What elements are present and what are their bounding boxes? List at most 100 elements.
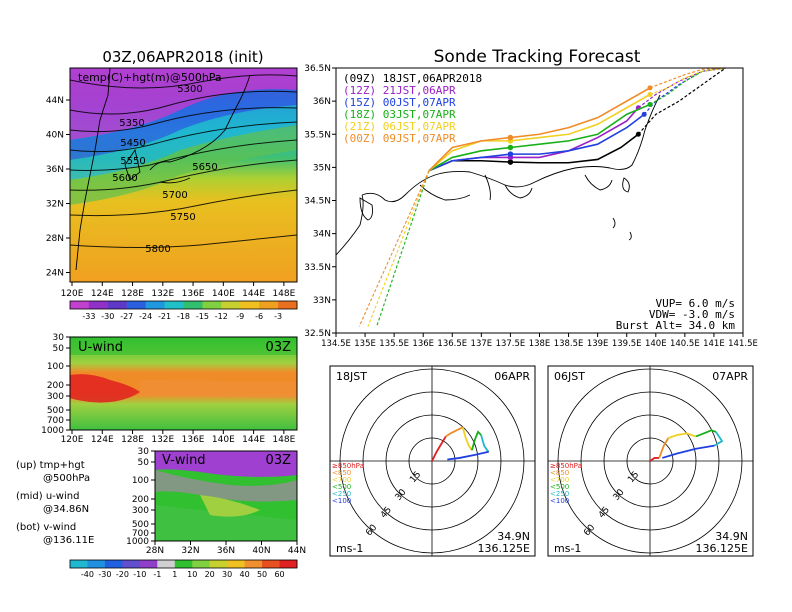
map-lon-tick-label: 148E <box>272 289 295 299</box>
tracking-lat-tick-label: 34N <box>313 230 331 240</box>
tracking-lon-tick-label: 140E <box>645 339 667 349</box>
vwind-x-tick-label: 44N <box>288 546 306 556</box>
track-descent-line <box>649 68 726 96</box>
map-lon-tick-label: 144E <box>242 289 265 299</box>
vwind-label: V-wind <box>162 453 206 468</box>
uwind-x-ticks: 120E 124E 128E 132E 136E 140E 144E 148E <box>61 430 296 445</box>
track-descent-line <box>649 68 726 105</box>
wind-colorbar-swatch <box>157 560 176 568</box>
track-burst-point <box>507 134 514 141</box>
contour-label: 5800 <box>145 244 170 255</box>
uwind-x-tick-label: 148E <box>272 435 295 445</box>
vwind-y-tick-label: 500 <box>132 520 149 530</box>
tracking-lon-tick-label: 140.5E <box>670 339 700 349</box>
wind-colorbar-swatch <box>279 560 298 568</box>
track-ascent-line <box>428 93 651 172</box>
hodograph-right-lon: 136.125E <box>696 542 748 555</box>
hodograph-legend-entry: <850 <box>550 469 569 477</box>
hodograph-segment <box>431 436 447 462</box>
hodograph-segment <box>713 431 724 447</box>
vwind-x-ticks: 28N 32N 36N 40N 44N <box>146 541 306 556</box>
track-ascent-line <box>428 113 645 172</box>
temp-colorbar-swatch <box>221 301 241 309</box>
uwind-x-tick-label: 140E <box>212 435 235 445</box>
hodograph-legends: ≥850hPa<850<700<500<250<100≥850hPa<850<7… <box>332 462 582 505</box>
tracking-lon-tick-label: 137.5E <box>496 339 526 349</box>
uwind-y-tick-label: 50 <box>53 344 65 354</box>
wind-colorbar-label: 20 <box>205 570 215 579</box>
track-extension-line <box>376 170 430 327</box>
wind-colorbar-swatch <box>192 560 211 568</box>
hodograph-segment <box>662 444 715 459</box>
tracking-lat-tick-label: 34.5N <box>304 197 331 207</box>
map-lon-tick-label: 136E <box>182 289 205 299</box>
uwind-field <box>70 337 297 430</box>
tracking-lat-tick-label: 33.5N <box>304 263 331 273</box>
hodograph-segment <box>461 427 473 451</box>
tracking-lon-tick-label: 138.5E <box>554 339 584 349</box>
temperature-colorbar: -33 -30 -27 -24 -21 -18 -15 -12 -9 -6 -3 <box>69 300 298 321</box>
uwind-label: U-wind <box>78 340 123 355</box>
wind-colorbar-label: -20 <box>116 570 129 579</box>
hodograph-legend-entry: ≥850hPa <box>550 462 582 470</box>
uwind-x-tick-label: 124E <box>91 435 114 445</box>
tracking-lon-tick-label: 138E <box>529 339 551 349</box>
temp-colorbar-label: -27 <box>120 312 133 321</box>
map-lon-tick-label: 124E <box>91 289 114 299</box>
tracking-title: Sonde Tracking Forecast <box>434 47 641 67</box>
vup-text: VUP= 6.0 m/s <box>656 297 735 310</box>
uwind-x-tick-label: 128E <box>121 435 144 445</box>
tracking-lat-tick-label: 35N <box>313 163 331 173</box>
wind-colorbar-label: 40 <box>240 570 250 579</box>
vwind-y-tick-label: 50 <box>138 458 150 468</box>
hodograph-right-unit: ms-1 <box>554 542 581 555</box>
map-lat-ticks: 44N 40N 36N 32N 28N 24N <box>46 96 70 279</box>
hodograph-legend-entry: <500 <box>550 483 569 491</box>
tracking-lon-tick-label: 136.5E <box>437 339 467 349</box>
hodograph-legend-entry: <700 <box>550 476 569 484</box>
uwind-y-tick-label: 1000 <box>41 426 64 436</box>
uwind-x-tick-label: 132E <box>151 435 174 445</box>
track-descent-line <box>637 68 726 135</box>
hodograph-legend-entry: <500 <box>332 483 351 491</box>
tracking-lat-tick-label: 36N <box>313 97 331 107</box>
contour-label: 5550 <box>120 156 145 167</box>
temp-colorbar-label: -9 <box>236 312 244 321</box>
wind-colorbar-label: -1 <box>153 570 161 579</box>
vwind-y-tick-label: 300 <box>132 506 149 516</box>
wind-colorbar-swatch <box>174 560 193 568</box>
hodograph-legend-entry: <700 <box>332 476 351 484</box>
vdw-text: VDW= -3.0 m/s <box>649 308 735 321</box>
hodograph-right-time: 06JST <box>554 370 585 383</box>
uwind-x-tick-label: 120E <box>61 435 84 445</box>
temp-colorbar-label: -24 <box>139 312 152 321</box>
map-lat-tick-label: 24N <box>46 269 64 279</box>
tracking-lat-tick-label: 33N <box>313 296 331 306</box>
contour-label: 5700 <box>162 190 187 201</box>
contour-label: 5750 <box>170 212 195 223</box>
map-field-label: temp(C)+hgt(m)@500hPa <box>78 71 222 84</box>
wind-colorbar-label: -30 <box>98 570 111 579</box>
track-extension-line <box>367 170 430 327</box>
hodograph-left-lat: 34.9N <box>497 530 530 543</box>
tracking-lat-tick-label: 36.5N <box>304 64 331 74</box>
vwind-time: 03Z <box>266 453 292 468</box>
tracking-legend-entry: (21Z) 06JST,07APR <box>343 120 456 133</box>
map-title: 03Z,06APR2018 (init) <box>102 48 263 66</box>
panel-note-line2: @136.11E <box>43 535 94 546</box>
map-lon-tick-label: 140E <box>212 289 235 299</box>
wind-colorbar-label: -40 <box>81 570 94 579</box>
track-landing-point <box>647 85 653 91</box>
wind-colorbar-swatch <box>227 560 246 568</box>
panel-note-line2: @500hPa <box>43 473 90 484</box>
map-lon-tick-label: 128E <box>121 289 144 299</box>
vwind-y-tick-label: 30 <box>138 447 150 457</box>
hodograph-right-date: 07APR <box>712 370 748 383</box>
wind-colorbar-swatch <box>244 560 263 568</box>
temp-colorbar-label: -21 <box>158 312 171 321</box>
hodograph-legend-entry: <100 <box>332 497 351 505</box>
hodograph-segment <box>695 429 717 438</box>
temp-colorbar-swatch <box>126 301 147 309</box>
temp-colorbar-label: -6 <box>255 312 263 321</box>
wind-colorbar-frame <box>69 559 298 569</box>
